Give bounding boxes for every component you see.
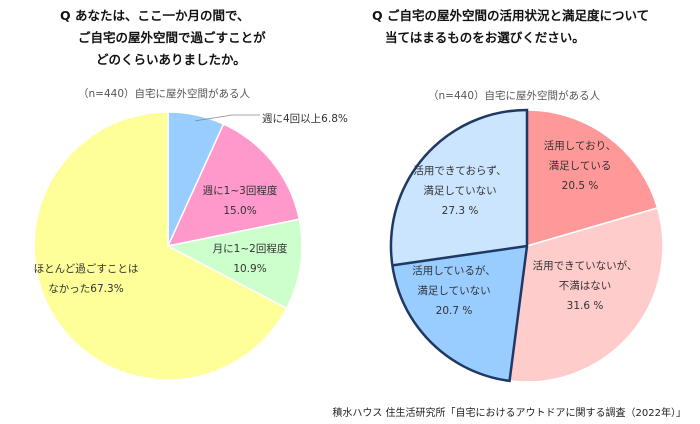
chart-2-slice-1-label: 活用しており、 bbox=[544, 140, 616, 152]
chart-2-highlight-divider bbox=[392, 244, 528, 267]
chart-1-slice-3-label: 月に1~2回程度 bbox=[213, 242, 288, 255]
chart-2-slice-1-label: 20.5 % bbox=[562, 180, 599, 192]
chart-2-slice-1 bbox=[526, 109, 659, 248]
chart-2-slice-4-label: 満足していない bbox=[423, 185, 496, 197]
chart-2-title-line: Q ご自宅の屋外空間の活用状況と満足度について bbox=[372, 8, 650, 23]
chart-2-title: Q ご自宅の屋外空間の活用状況と満足度について 当てはまるものをお選びください。 bbox=[372, 5, 649, 49]
chart-2-sample-note: （n=440）自宅に屋外空間がある人 bbox=[428, 90, 600, 102]
chart-1-slice-3-label: 10.9% bbox=[233, 263, 266, 275]
chart-1-sample-note: （n=440）自宅に屋外空間がある人 bbox=[78, 88, 250, 100]
chart-2-slice-3-label: 活用しているが、 bbox=[412, 264, 495, 277]
chart-2-slice-4-label: 27.3 % bbox=[442, 205, 479, 217]
chart-1-slice-3 bbox=[165, 218, 303, 310]
chart-1-slice-4 bbox=[33, 111, 288, 381]
chart-2-slice-2-label: 31.6 % bbox=[567, 300, 604, 312]
chart-2-slice-4-label: 活用できておらず、 bbox=[413, 165, 506, 177]
chart-1-title-line: Q あなたは、ここ一か月の間で、 bbox=[60, 8, 250, 23]
chart-1-title-line: ご自宅の屋外空間で過ごすことが bbox=[78, 30, 266, 45]
chart-2-slice-2-label: 活用できていないが、 bbox=[533, 259, 638, 272]
chart-2-slice-2-label: 不満はない bbox=[559, 280, 612, 292]
chart-2-slice-1-label: 満足している bbox=[549, 160, 612, 172]
source-note: 積水ハウス 住生活研究所「自宅におけるアウトドアに関する調査（2022年）」 bbox=[332, 408, 686, 419]
chart-1-title: Q あなたは、ここ一か月の間で、 ご自宅の屋外空間で過ごすことが どのくらいあり… bbox=[60, 5, 310, 71]
chart-1-slice-2 bbox=[166, 123, 301, 248]
chart-2-title-line: 当てはまるものをお選びください。 bbox=[385, 30, 585, 45]
chart-2-slice-3-label: 満足していない bbox=[417, 285, 490, 297]
chart-1-title-line: どのくらいありましたか。 bbox=[96, 52, 246, 67]
chart-1-slice-2-label: 週に1~3回程度 bbox=[203, 184, 278, 197]
chart-1-leader-line bbox=[195, 114, 260, 122]
chart-2-slice-3-label: 20.7 % bbox=[436, 305, 473, 317]
chart-2-highlight-outline bbox=[389, 108, 529, 383]
chart-1-slice-1-label: 週に4回以上6.8% bbox=[262, 113, 348, 125]
chart-1-slice-2-label: 15.0% bbox=[223, 205, 256, 217]
chart-2-slice-2 bbox=[508, 206, 664, 383]
chart-1-slice-4-label: なかった67.3% bbox=[48, 283, 123, 295]
chart-1-slice-4-label: ほとんど過ごすことは bbox=[34, 262, 139, 275]
